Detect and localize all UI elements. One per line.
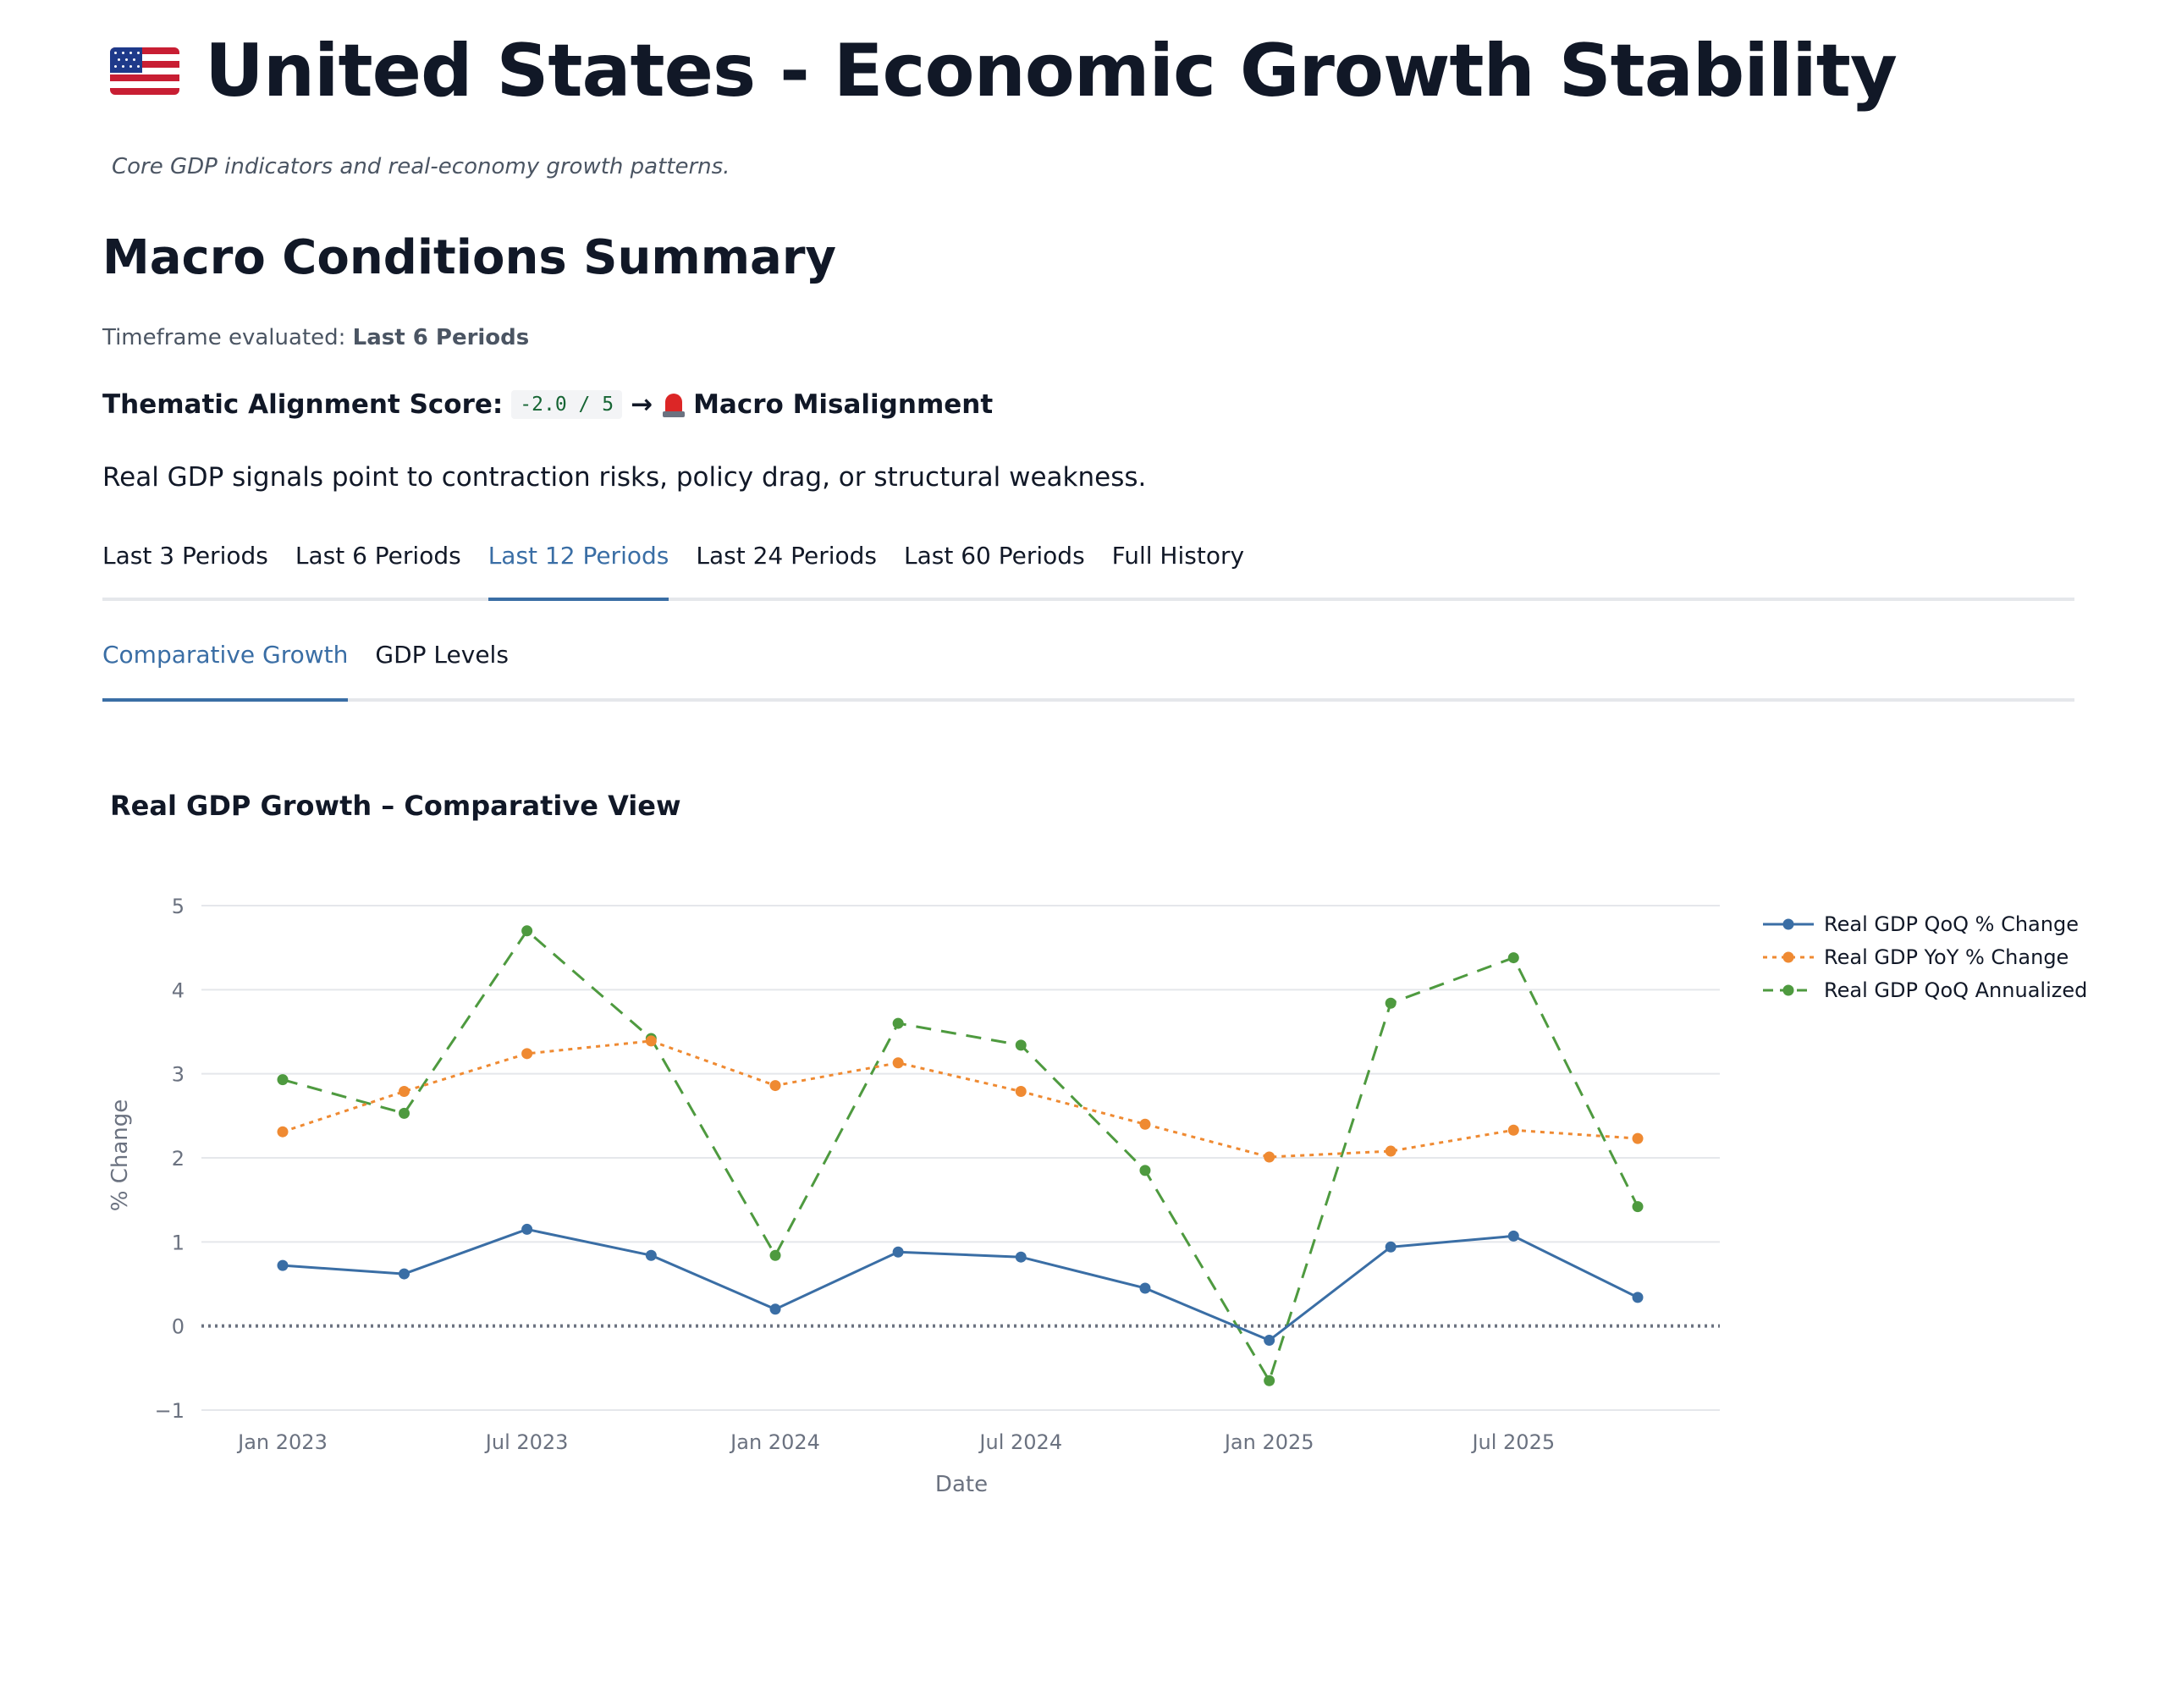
chart-container: Real GDP Growth – Comparative View 5 4 3 2 1… [0, 762, 2165, 1523]
data-point[interactable] [892, 1246, 904, 1258]
data-point[interactable] [1015, 1039, 1027, 1051]
timeframe-value: Last 6 Periods [352, 325, 530, 350]
y-tick-label: 0 [172, 1315, 185, 1339]
legend-marker [1782, 918, 1794, 930]
tab-gdp-levels[interactable]: GDP Levels [375, 641, 509, 669]
legend-label: Real GDP QoQ Annualized [1824, 978, 2087, 1002]
data-point[interactable] [277, 1259, 289, 1271]
y-tick-label: 4 [172, 978, 185, 1002]
series-real-gdp-qoq-annualized [277, 925, 1644, 1386]
status-text: Macro Misalignment [693, 389, 994, 420]
data-point[interactable] [1507, 1230, 1519, 1242]
legend-marker [1782, 984, 1794, 996]
score-value: -2.0 / 5 [511, 390, 623, 419]
tab-comparative-growth[interactable]: Comparative Growth [102, 641, 349, 702]
data-point[interactable] [1264, 1375, 1275, 1386]
chart-title: Real GDP Growth – Comparative View [110, 790, 681, 822]
score-label: Thematic Alignment Score: [102, 389, 504, 420]
tab-last-12-periods[interactable]: Last 12 Periods [488, 542, 669, 601]
page-title-text: United States - Economic Growth Stabilit… [205, 29, 1898, 113]
tab-last-24-periods[interactable]: Last 24 Periods [696, 542, 877, 570]
chart-legend: Real GDP QoQ % Change Real GDP YoY % Chan… [1763, 912, 2087, 1002]
x-tick-label: Jul 2023 [484, 1430, 569, 1454]
chart-axes: 5 4 3 2 1 0 −1 Jan 2023 Jul 2023 Jan 2024 Jul 2024… [155, 895, 1556, 1454]
data-point[interactable] [1507, 952, 1519, 964]
timeframe-label: Timeframe evaluated: [102, 325, 346, 350]
data-point[interactable] [1139, 1165, 1151, 1176]
y-tick-label: 2 [172, 1147, 185, 1171]
x-tick-label: Jul 2025 [1470, 1430, 1555, 1454]
data-point[interactable] [1264, 1335, 1275, 1347]
y-tick-label: −1 [155, 1399, 185, 1423]
arrow-icon: → [631, 389, 653, 420]
data-point[interactable] [1507, 1124, 1519, 1136]
data-point[interactable] [1385, 1241, 1397, 1253]
gdp-growth-chart[interactable]: Real GDP Growth – Comparative View 5 4 3 2 1… [0, 762, 2165, 1523]
data-point[interactable] [521, 1048, 533, 1060]
data-point[interactable] [1632, 1132, 1644, 1144]
data-point[interactable] [1632, 1201, 1644, 1213]
period-tabs: Last 3 Periods Last 6 Periods Last 12 Pe… [102, 542, 2074, 601]
data-point[interactable] [1385, 1145, 1397, 1157]
data-point[interactable] [645, 1249, 657, 1261]
legend-entry[interactable]: Real GDP QoQ % Change [1763, 912, 2079, 936]
section-title: Macro Conditions Summary [102, 230, 836, 285]
tab-last-60-periods[interactable]: Last 60 Periods [904, 542, 1085, 570]
series-real-gdp-qoq-change [277, 1223, 1644, 1347]
data-point[interactable] [1632, 1292, 1644, 1303]
data-point[interactable] [521, 1223, 533, 1235]
data-point[interactable] [521, 925, 533, 937]
data-point[interactable] [769, 1303, 781, 1315]
chart-series [277, 925, 1644, 1386]
series-line [282, 1227, 1639, 1342]
series-real-gdp-yoy-change [277, 1035, 1644, 1163]
data-point[interactable] [645, 1035, 657, 1047]
data-point[interactable] [1139, 1282, 1151, 1294]
legend-label: Real GDP QoQ % Change [1824, 912, 2079, 936]
tab-full-history[interactable]: Full History [1111, 542, 1245, 570]
page-title: United States - Economic Growth Stabilit… [110, 29, 1898, 113]
data-point[interactable] [1015, 1251, 1027, 1263]
data-point[interactable] [277, 1126, 289, 1138]
legend-label: Real GDP YoY % Change [1824, 945, 2069, 969]
timeframe-evaluated: Timeframe evaluated: Last 6 Periods [102, 325, 529, 350]
x-tick-label: Jan 2025 [1223, 1430, 1314, 1454]
data-point[interactable] [892, 1057, 904, 1069]
data-point[interactable] [399, 1086, 410, 1098]
tab-last-6-periods[interactable]: Last 6 Periods [295, 542, 461, 570]
x-tick-label: Jul 2024 [978, 1430, 1062, 1454]
data-point[interactable] [892, 1017, 904, 1029]
data-point[interactable] [769, 1249, 781, 1261]
y-axis-label: % Change [107, 1099, 133, 1212]
x-axis-label: Date [935, 1472, 988, 1497]
legend-entry[interactable]: Real GDP QoQ Annualized [1763, 978, 2087, 1002]
y-tick-label: 1 [172, 1231, 185, 1254]
data-point[interactable] [399, 1268, 410, 1280]
legend-marker [1782, 951, 1794, 963]
y-tick-label: 5 [172, 895, 185, 918]
data-point[interactable] [277, 1074, 289, 1086]
data-point[interactable] [1385, 997, 1397, 1009]
page-subtitle: Core GDP indicators and real-economy gro… [112, 154, 730, 179]
chart-gridlines [201, 905, 1720, 1411]
data-point[interactable] [1264, 1151, 1275, 1163]
tab-last-3-periods[interactable]: Last 3 Periods [102, 542, 268, 570]
x-tick-label: Jan 2024 [729, 1430, 820, 1454]
view-tabs: Comparative Growth GDP Levels [102, 641, 2074, 702]
data-point[interactable] [399, 1107, 410, 1119]
y-tick-label: 3 [172, 1063, 185, 1087]
alignment-score: Thematic Alignment Score: -2.0 / 5 → Mac… [102, 389, 993, 420]
data-point[interactable] [769, 1080, 781, 1092]
series-line [282, 928, 1639, 1384]
series-line [282, 1039, 1639, 1159]
data-point[interactable] [1015, 1086, 1027, 1098]
us-flag-icon [110, 47, 179, 95]
legend-entry[interactable]: Real GDP YoY % Change [1763, 945, 2069, 969]
data-point[interactable] [1139, 1118, 1151, 1130]
x-tick-label: Jan 2023 [236, 1430, 328, 1454]
siren-icon [663, 392, 686, 417]
summary-description: Real GDP signals point to contraction ri… [102, 462, 1147, 493]
